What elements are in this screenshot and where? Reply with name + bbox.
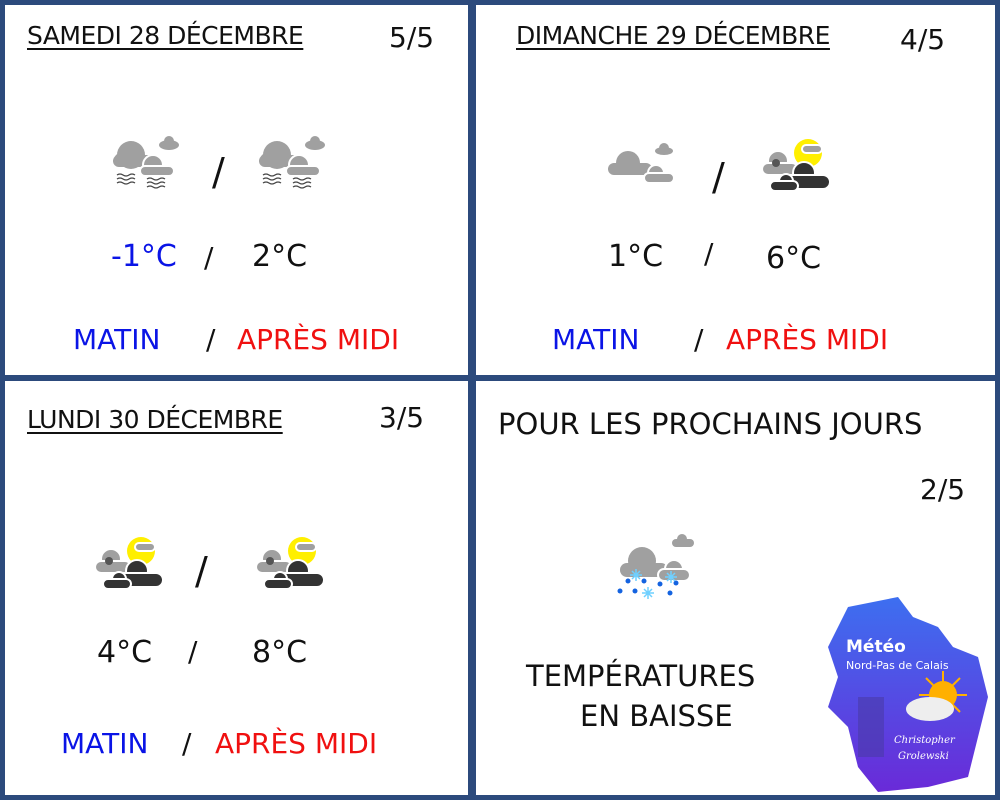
day-score: 5/5 — [389, 21, 435, 54]
temp-morning: -1°C — [111, 239, 177, 274]
sun-dark-clouds-icon — [756, 135, 836, 195]
sun-dark-clouds-icon — [250, 533, 330, 593]
logo-title: Météo — [846, 637, 906, 657]
day-score: 4/5 — [900, 23, 946, 56]
temp-afternoon: 2°C — [252, 239, 308, 274]
outlook-score: 2/5 — [920, 473, 966, 506]
icon-separator: / — [195, 549, 208, 593]
outlook-title: POUR LES PROCHAINS JOURS — [498, 407, 923, 441]
label-morning: MATIN — [73, 323, 161, 356]
temp-separator: / — [704, 237, 714, 270]
label-afternoon: APRÈS MIDI — [215, 727, 378, 760]
cloudy-icon — [602, 141, 682, 191]
region-map-shape — [828, 597, 988, 792]
label-afternoon: APRÈS MIDI — [726, 323, 889, 356]
icon-separator: / — [712, 155, 725, 199]
label-morning: MATIN — [552, 323, 640, 356]
temp-afternoon: 8°C — [252, 635, 308, 670]
temp-morning: 1°C — [608, 239, 664, 274]
day-panel-sunday: DIMANCHE 29 DÉCEMBRE 4/5 / 1°C / 6°C MAT… — [476, 5, 995, 375]
label-separator: / — [206, 323, 216, 356]
fog-cloud-icon — [253, 133, 333, 193]
logo-author: Christopher — [894, 735, 955, 746]
temp-morning: 4°C — [97, 635, 153, 670]
snow-rain-icon — [600, 531, 710, 611]
day-title: LUNDI 30 DÉCEMBRE — [27, 405, 283, 434]
day-title: DIMANCHE 29 DÉCEMBRE — [516, 21, 830, 50]
icon-separator: / — [212, 150, 225, 194]
sun-dark-clouds-icon — [89, 533, 169, 593]
day-title: SAMEDI 28 DÉCEMBRE — [27, 21, 304, 50]
logo-subtitle: Nord-Pas de Calais — [846, 659, 949, 672]
outlook-panel: POUR LES PROCHAINS JOURS 2/5 TEMPÉRATURE… — [476, 381, 995, 795]
label-separator: / — [182, 727, 192, 760]
label-afternoon: APRÈS MIDI — [237, 323, 400, 356]
day-panel-monday: LUNDI 30 DÉCEMBRE 3/5 / 4°C / 8°C MATIN … — [5, 381, 468, 795]
logo-author: Grolewski — [898, 751, 949, 762]
day-panel-saturday: SAMEDI 28 DÉCEMBRE 5/5 / -1°C / 2°C MATI… — [5, 5, 468, 375]
outlook-line1: TEMPÉRATURES — [526, 659, 756, 693]
outlook-line2: EN BAISSE — [580, 699, 733, 733]
fog-cloud-icon — [107, 133, 187, 193]
label-separator: / — [694, 323, 704, 356]
temp-afternoon: 6°C — [766, 241, 822, 276]
temp-separator: / — [188, 635, 198, 668]
temp-separator: / — [204, 241, 214, 274]
label-morning: MATIN — [61, 727, 149, 760]
day-score: 3/5 — [379, 401, 425, 434]
meteo-logo: Météo Nord-Pas de Calais Christopher Gro… — [818, 587, 995, 795]
